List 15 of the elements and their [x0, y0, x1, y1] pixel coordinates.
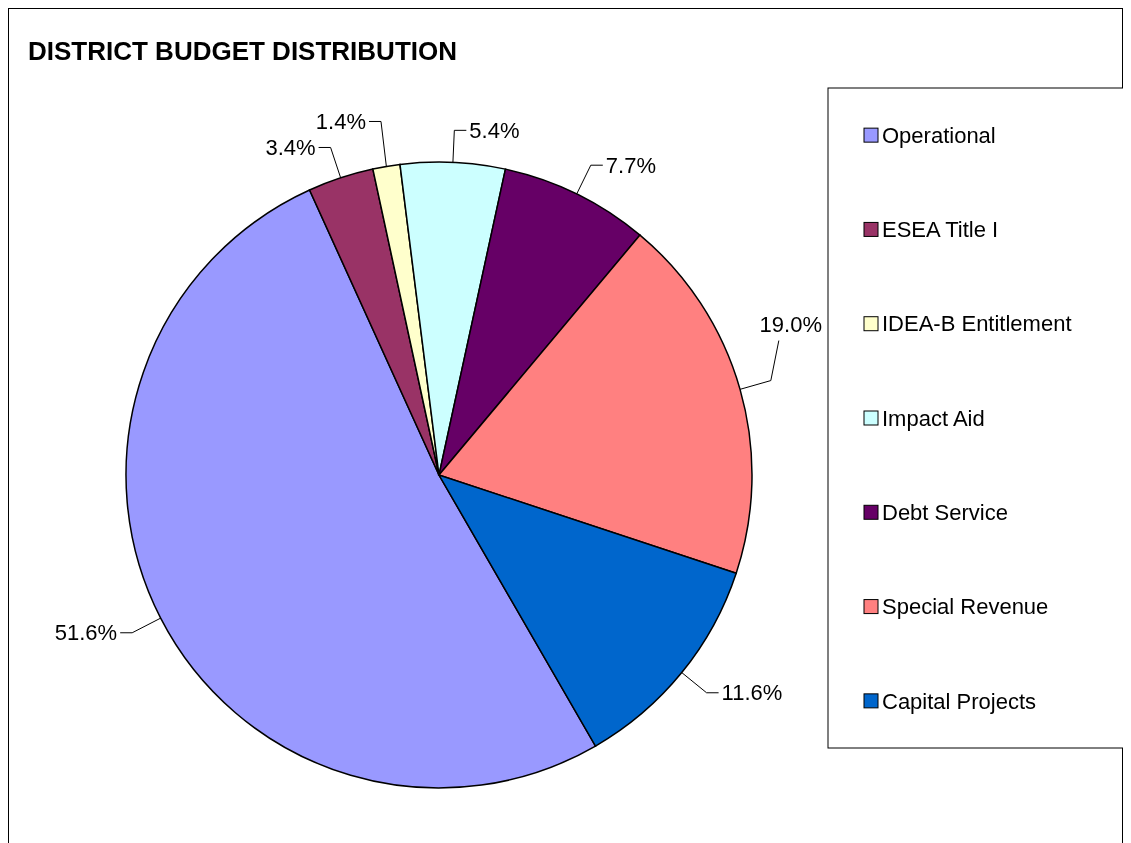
legend-label: Impact Aid [882, 405, 985, 431]
data-label: 3.4% [265, 135, 316, 161]
data-label: 19.0% [759, 312, 822, 338]
data-label: 5.4% [469, 118, 520, 144]
legend-label: Debt Service [882, 499, 1008, 525]
data-label: 51.6% [54, 620, 118, 646]
legend-label: Operational [882, 122, 996, 148]
legend-label: Capital Projects [882, 688, 1037, 714]
data-label: 11.6% [721, 680, 783, 706]
legend-label: ESEA Title I [882, 217, 999, 243]
data-label: 7.7% [605, 152, 656, 178]
data-label: 1.4% [315, 109, 366, 135]
chart-title: DISTRICT BUDGET DISTRIBUTION [28, 36, 457, 66]
legend-label: IDEA-B Entitlement [882, 311, 1072, 337]
legend-label: Special Revenue [882, 594, 1049, 620]
